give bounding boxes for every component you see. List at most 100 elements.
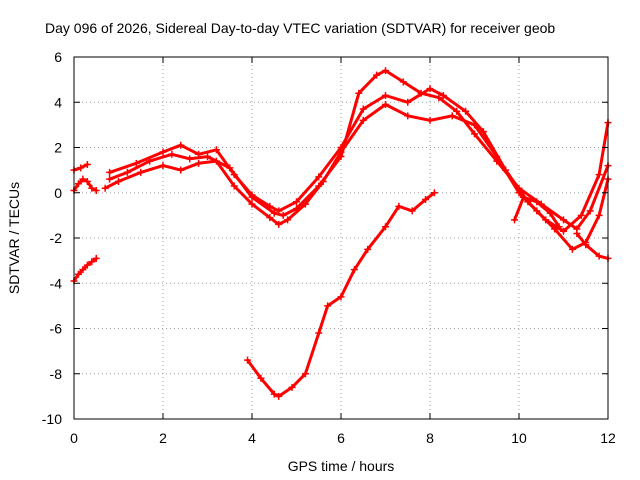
series-track-a (70, 175, 100, 194)
data-point (382, 223, 389, 231)
data-point (284, 216, 292, 224)
series-track-g (244, 189, 438, 400)
series-line (575, 232, 610, 260)
data-point (115, 177, 122, 185)
data-point (159, 148, 167, 156)
data-point (212, 146, 220, 154)
data-point (186, 155, 194, 163)
data-point (279, 211, 287, 219)
series-track-f (106, 85, 612, 235)
x-tick-label: 6 (337, 430, 345, 446)
series-layer (70, 67, 612, 400)
data-point (595, 171, 603, 179)
data-point (266, 214, 274, 222)
data-point (293, 205, 300, 213)
data-point (168, 150, 176, 158)
data-point (404, 112, 412, 120)
y-tick-label: -6 (50, 321, 63, 337)
data-point (359, 105, 367, 113)
data-point (83, 261, 91, 269)
series-line (246, 191, 436, 398)
data-point (577, 211, 585, 219)
data-point (83, 160, 91, 168)
data-point (315, 329, 323, 337)
data-point (439, 91, 447, 99)
data-point (337, 153, 345, 161)
data-point (106, 175, 114, 183)
data-point (248, 200, 256, 208)
x-tick-label: 10 (511, 430, 527, 446)
data-point (257, 374, 265, 382)
data-point (573, 229, 581, 237)
data-point (79, 266, 87, 274)
data-point (435, 94, 443, 102)
data-point (248, 191, 256, 199)
data-point (195, 150, 203, 158)
data-point (337, 144, 345, 151)
data-point (159, 162, 167, 170)
y-tick-label: 4 (54, 94, 62, 110)
data-point (479, 128, 487, 136)
y-tick-label: -8 (50, 366, 63, 382)
data-point (88, 184, 96, 192)
data-point (275, 220, 283, 228)
data-point (74, 270, 82, 278)
x-axis-title: GPS time / hours (288, 458, 395, 474)
series-line (108, 87, 610, 233)
y-tick-label: -2 (50, 230, 63, 246)
data-point (288, 383, 296, 391)
data-point (462, 107, 470, 115)
x-tick-label: 0 (70, 430, 78, 446)
data-point (555, 223, 563, 231)
data-point (373, 71, 381, 79)
data-point (293, 198, 300, 206)
data-point (204, 153, 211, 161)
data-point (266, 202, 274, 210)
y-axis-title: SDTVAR / TECUs (6, 182, 22, 294)
tick-labels: 0 2 4 6 8 10 12 -10 -8 -6 -4 -2 0 2 4 6 (42, 49, 616, 446)
data-point (422, 196, 430, 204)
x-tick-label: 8 (426, 430, 434, 446)
data-point (137, 168, 145, 176)
data-point (408, 207, 416, 215)
data-point (448, 112, 456, 120)
x-tick-label: 2 (159, 430, 167, 446)
data-point (230, 171, 238, 179)
data-point (177, 141, 185, 149)
data-point (511, 216, 519, 224)
data-point (275, 207, 283, 215)
data-point (315, 173, 323, 181)
data-point (195, 159, 203, 167)
data-point (77, 164, 85, 172)
data-point (350, 266, 358, 274)
data-point (244, 356, 252, 364)
series-track-c (70, 254, 100, 285)
data-point (132, 159, 140, 167)
data-point (586, 207, 594, 215)
data-point (177, 166, 185, 174)
x-tick-label: 12 (600, 430, 616, 446)
ticks (73, 56, 609, 420)
data-point (123, 168, 131, 176)
data-point (230, 182, 238, 190)
data-point (502, 166, 510, 174)
data-point (79, 175, 87, 183)
data-point (542, 216, 550, 224)
series-line (103, 103, 610, 251)
data-point (301, 370, 309, 378)
data-point (270, 390, 278, 398)
data-point (364, 245, 372, 253)
data-point (471, 130, 478, 138)
y-tick-label: -4 (50, 275, 63, 291)
x-tick-label: 4 (248, 430, 256, 446)
data-point (595, 211, 603, 219)
data-point (533, 198, 541, 206)
data-point (404, 98, 412, 106)
y-tick-label: 2 (54, 140, 62, 156)
data-point (101, 184, 109, 192)
data-point (355, 89, 363, 97)
y-tick-label: 0 (54, 185, 62, 201)
data-point (83, 177, 91, 185)
grid (74, 57, 608, 419)
